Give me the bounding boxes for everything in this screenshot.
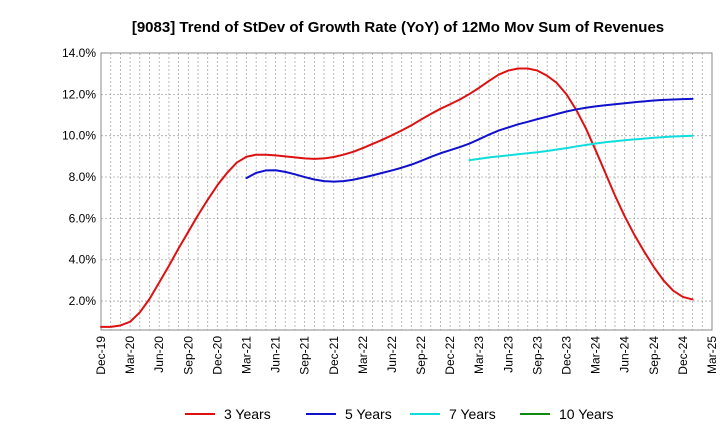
x-tick-label: Dec-22 — [443, 336, 457, 375]
legend-label-7-years: 7 Years — [449, 406, 496, 422]
x-tick-label: Mar-21 — [239, 336, 253, 374]
y-tick-label: 12.0% — [62, 87, 96, 101]
x-tick-label: Dec-24 — [676, 336, 690, 375]
y-tick-label: 10.0% — [62, 129, 96, 143]
x-tick-label: Dec-20 — [210, 336, 224, 375]
x-tick-label: Sep-21 — [298, 336, 312, 375]
y-tick-label: 4.0% — [69, 253, 97, 267]
x-tick-label: Dec-23 — [560, 336, 574, 375]
series-line-7-years — [468, 134, 694, 162]
x-tick-label: Mar-24 — [589, 336, 603, 374]
x-tick-label: Sep-24 — [647, 336, 661, 375]
x-tick-label: Sep-20 — [181, 336, 195, 375]
y-axis: 2.0% 4.0% 6.0% 8.0% 10.0% 12.0% 14.0% — [62, 46, 96, 308]
x-tick-label: Jun-20 — [152, 336, 166, 373]
x-tick-label: Dec-21 — [327, 336, 341, 375]
x-tick-label: Sep-22 — [414, 336, 428, 375]
x-tick-label: Sep-23 — [530, 336, 544, 375]
x-tick-label: Mar-25 — [705, 336, 719, 374]
x-tick-label: Mar-22 — [356, 336, 370, 374]
series-line-3-years — [100, 67, 694, 328]
y-tick-label: 6.0% — [69, 211, 97, 225]
legend: 3 Years 5 Years 7 Years 10 Years — [185, 406, 614, 422]
x-tick-label: Mar-20 — [123, 336, 137, 374]
x-tick-label: Jun-21 — [269, 336, 283, 373]
legend-label-5-years: 5 Years — [345, 406, 392, 422]
x-tick-label: Mar-23 — [472, 336, 486, 374]
series-lines — [100, 67, 694, 328]
y-tick-label: 2.0% — [69, 294, 97, 308]
x-tick-label: Jun-23 — [501, 336, 515, 373]
y-tick-label: 8.0% — [69, 170, 97, 184]
legend-label-3-years: 3 Years — [224, 406, 271, 422]
legend-label-10-years: 10 Years — [559, 406, 614, 422]
plot-area-border — [100, 52, 713, 331]
series-line-5-years — [245, 97, 694, 183]
x-tick-label: Jun-22 — [385, 336, 399, 373]
x-tick-label: Dec-19 — [94, 336, 108, 375]
y-tick-label: 14.0% — [62, 46, 96, 60]
x-tick-label: Jun-24 — [618, 336, 632, 373]
x-axis: Dec-19 Mar-20 Jun-20 Sep-20 Dec-20 Mar-21 Jun-… — [94, 336, 719, 375]
chart-title: [9083] Trend of StDev of Growth Rate (Yo… — [132, 19, 664, 36]
grid — [101, 52, 712, 330]
